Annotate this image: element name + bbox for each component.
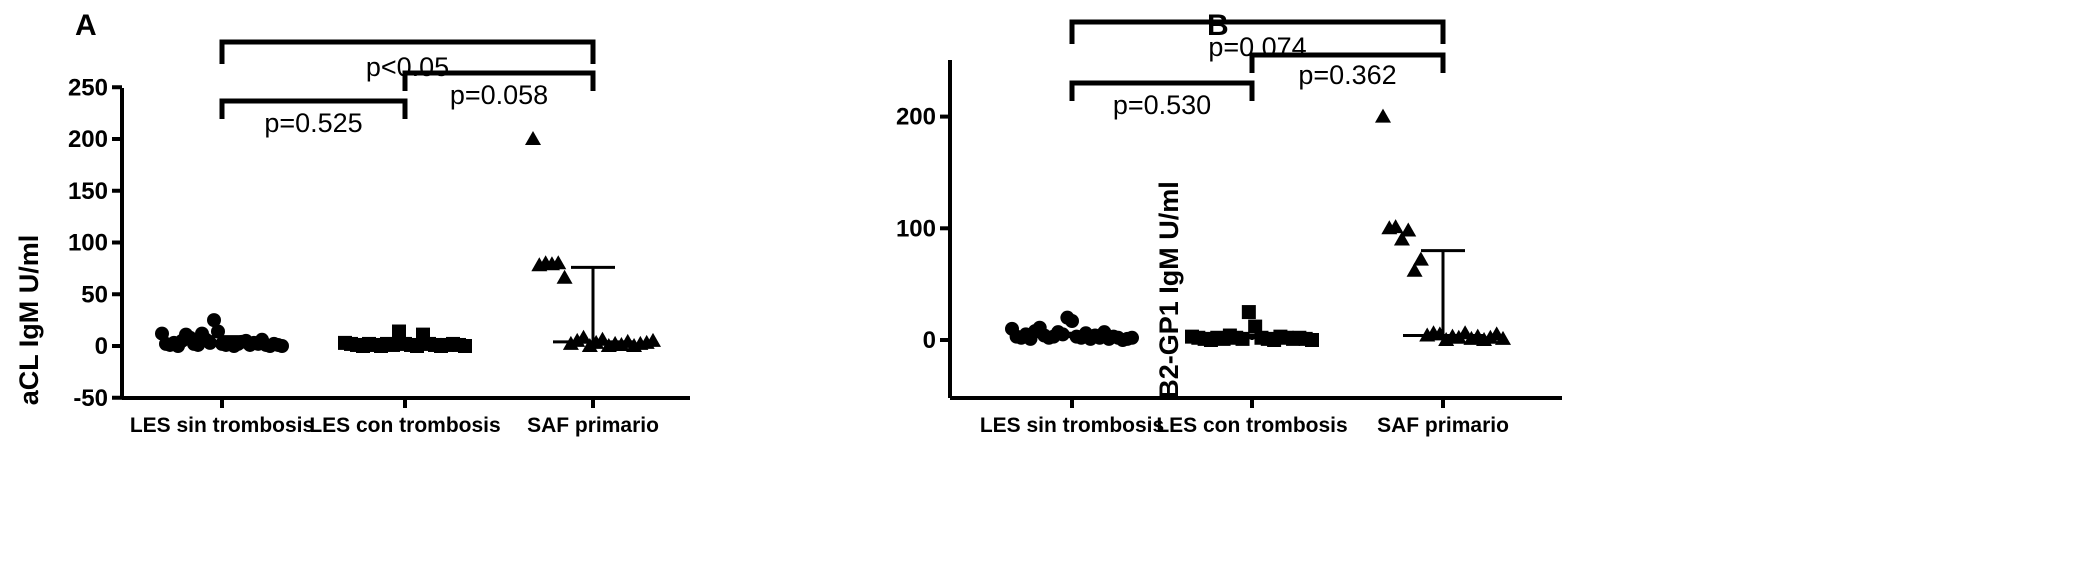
panel-a-p-value: p=0.058 — [450, 80, 548, 110]
panel-b-y-axis-title: B2-GP1 IgM U/ml — [1154, 181, 1184, 399]
panel-b-category-label: SAF primario — [1377, 414, 1509, 437]
panel-b-ticks: 0 100 200 — [896, 104, 950, 354]
panel-a-y-tick-label: 50 — [81, 281, 108, 308]
panel-a-point-circle — [275, 339, 289, 353]
panel-b-bracket — [1069, 80, 1255, 101]
panel-a-bracket — [402, 70, 596, 91]
panel-a-ticks: -50 0 50 100 150 200 250 — [68, 74, 122, 412]
panel-a-y-tick-label: 100 — [68, 230, 108, 257]
panel-a-point-circle — [211, 324, 225, 339]
panel-a-y-axis-title: aCL IgM U/ml — [14, 235, 44, 406]
panel-a-category-labels: LES sin trombosis LES con trombosis SAF … — [130, 414, 659, 437]
panel-b-significance-brackets: p=0.074 p=0.362 p=0.530 — [1069, 19, 1446, 120]
panel-b-y-tick-label: 200 — [896, 104, 936, 131]
panel-a-point-triangle — [550, 255, 567, 270]
panel-b-point-square — [1241, 305, 1256, 320]
panel-a: A aCL IgM U/ml -50 0 50 100 150 200 250 LES si… — [14, 9, 690, 437]
panel-a-letter: A — [75, 9, 97, 42]
panel-a-point-square — [458, 339, 472, 353]
panel-a-bracket — [219, 98, 408, 119]
panel-a-y-tick-label: 150 — [68, 178, 108, 205]
panel-a-p-value: p=0.525 — [264, 108, 362, 138]
panel-a-point-triangle — [556, 269, 573, 284]
panel-b-p-value: p=0.362 — [1298, 60, 1396, 90]
panel-b-point-triangle — [1406, 262, 1423, 277]
panel-b-category-label: LES sin trombosis — [980, 414, 1164, 437]
panel-b-point-triangle — [1495, 330, 1511, 345]
panel-b-point-circle — [1065, 314, 1079, 329]
panel-a-category-label: SAF primario — [527, 414, 659, 437]
panel-b-point-triangle — [1387, 219, 1404, 234]
panel-b-point-circle — [1125, 330, 1139, 345]
panel-a-y-tick-label: -50 — [73, 385, 108, 412]
panel-a-data-points — [155, 131, 661, 353]
panel-a-point-circle — [207, 313, 221, 328]
panel-a-category-label: LES con trombosis — [309, 414, 500, 437]
panel-a-point-square — [392, 324, 406, 339]
panel-b-bracket — [1249, 52, 1446, 73]
panel-b-axes — [948, 60, 1562, 408]
panel-b-point-triangle — [1400, 222, 1417, 237]
panel-a-y-tick-label: 0 — [95, 333, 108, 360]
panel-a-category-label: LES sin trombosis — [130, 414, 314, 437]
panel-b-y-tick-label: 100 — [896, 215, 936, 242]
panel-a-y-tick-label: 200 — [68, 126, 108, 153]
panel-a-significance-brackets: p<0.05 p=0.058 p=0.525 — [219, 39, 596, 138]
panel-b-point-triangle — [1412, 251, 1429, 266]
panel-b-letter: B — [1207, 9, 1229, 42]
panel-b: B B2-GP1 IgM U/ml 0 100 200 LES sin trombo… — [896, 9, 1562, 437]
panel-a-point-triangle — [645, 332, 661, 347]
panel-b-p-value: p=0.530 — [1113, 90, 1211, 120]
panel-b-point-square — [1248, 319, 1263, 334]
panel-b-bracket — [1069, 19, 1446, 44]
panel-a-point-triangle — [575, 329, 592, 344]
panel-b-data-points — [1005, 108, 1511, 347]
panel-b-point-triangle — [1375, 108, 1391, 123]
panel-a-axes — [120, 88, 690, 408]
panel-a-y-tick-label: 250 — [68, 74, 108, 101]
panel-b-point-triangle — [1393, 231, 1410, 246]
panel-b-y-tick-label: 0 — [923, 327, 936, 354]
panel-b-point-square — [1305, 333, 1319, 347]
panel-a-bracket — [219, 39, 596, 64]
panel-b-category-label: LES con trombosis — [1156, 414, 1347, 437]
panel-a-point-triangle — [525, 131, 541, 145]
panel-b-category-labels: LES sin trombosis LES con trombosis SAF … — [980, 414, 1509, 437]
